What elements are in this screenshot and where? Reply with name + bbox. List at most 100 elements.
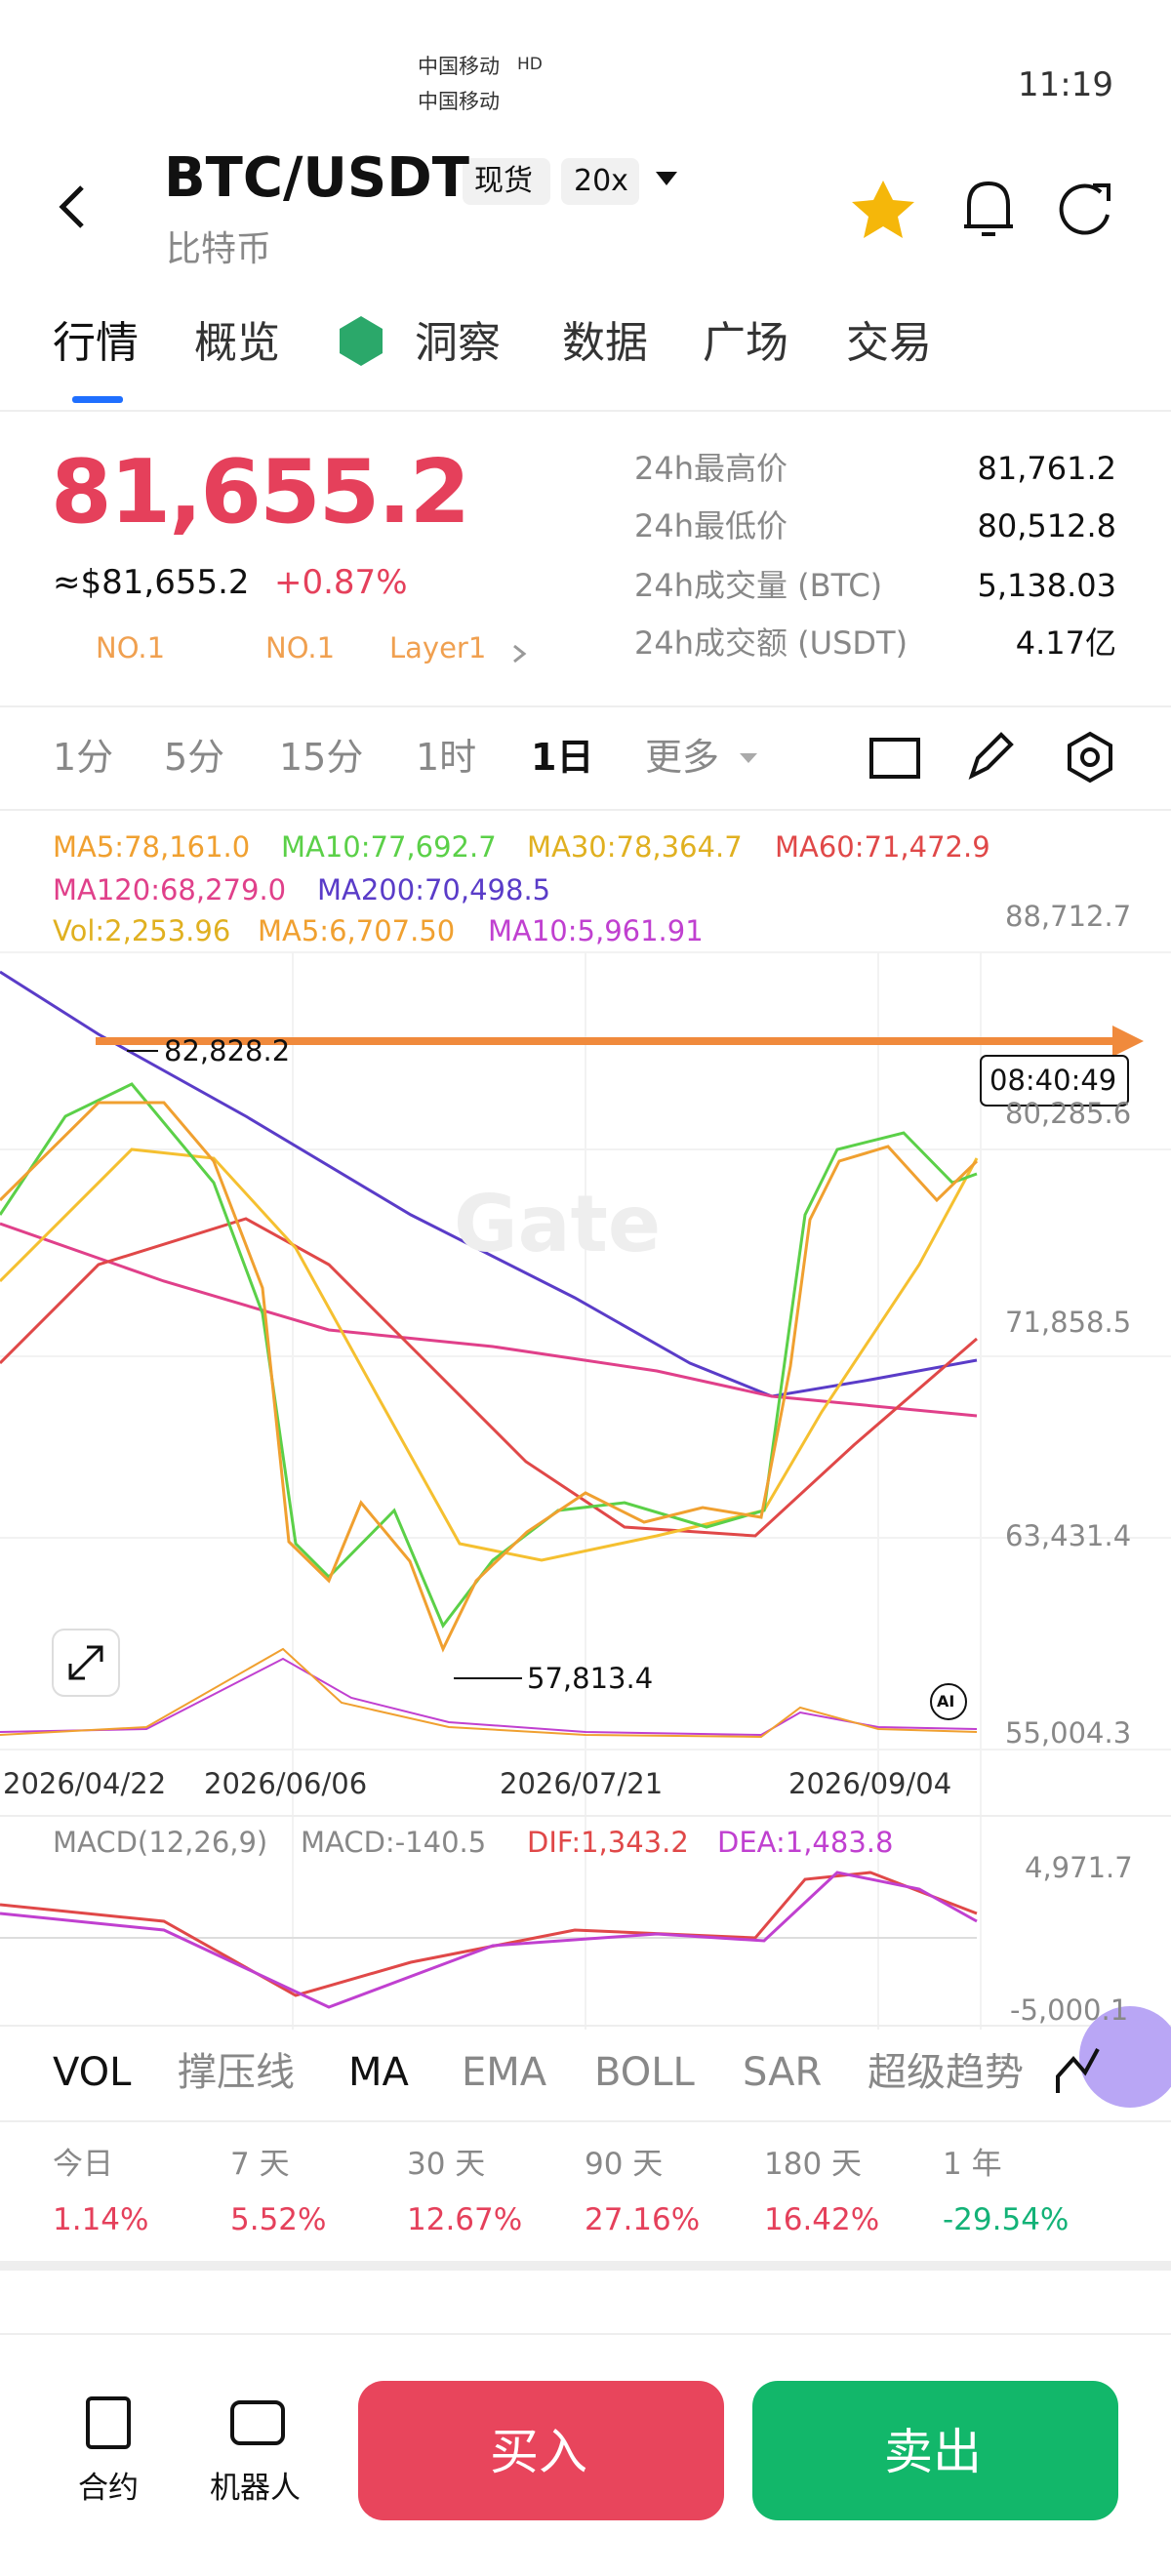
interval[interactable]: 15分 [279, 736, 364, 779]
interval[interactable]: 1日 [531, 736, 594, 779]
macd-lines [0, 1871, 978, 2009]
clock: 11:19 [1018, 65, 1113, 104]
grid [0, 951, 1171, 2030]
vol-legend: Vol:2,253.96 [53, 914, 231, 947]
market-badge: 现货 [474, 164, 533, 198]
change: +0.87% [274, 563, 408, 602]
period-change: 16.42% [764, 2202, 880, 2237]
leverage-badge[interactable]: 20x [574, 164, 628, 198]
futures-icon[interactable] [86, 2396, 131, 2449]
indicator-tab[interactable]: EMA [462, 2050, 547, 2095]
tab[interactable]: 行情 [53, 318, 139, 368]
period: 7 天 [230, 2147, 290, 2182]
macd-axis-label: 4,971.7 [1025, 1851, 1133, 1884]
tag[interactable]: NO.1 [96, 631, 166, 664]
interval[interactable]: 1分 [53, 736, 114, 779]
stat-value: 5,138.03 [977, 567, 1117, 604]
price-axis-label: 55,004.3 [1005, 1716, 1132, 1750]
stat-label: 24h最低价 [634, 507, 788, 544]
badge [561, 158, 639, 205]
tab[interactable]: 概览 [194, 318, 280, 368]
hd-badge: HD [517, 55, 543, 74]
macd-legend: DIF:1,343.2 [527, 1826, 689, 1859]
macd-legend: MACD:-140.5 [301, 1826, 487, 1859]
sell-label[interactable]: 卖出 [884, 2424, 982, 2480]
bell-icon[interactable] [964, 181, 1013, 236]
indicator-tab[interactable]: SAR [743, 2050, 823, 2095]
last-price: 81,655.2 [51, 441, 470, 543]
sell-button[interactable] [752, 2381, 1118, 2520]
buy-label[interactable]: 买入 [490, 2424, 587, 2480]
moving-averages [0, 970, 979, 1739]
indicator-icon[interactable] [1056, 2048, 1100, 2093]
interval[interactable]: 1时 [416, 736, 477, 779]
favorite-icon[interactable] [852, 181, 914, 238]
date-label: 2026/09/04 [788, 1767, 952, 1800]
pair: BTC/USDT [164, 146, 469, 210]
fiat-price: ≈$81,655.2 [53, 563, 250, 602]
ma-legend: MA10:77,692.7 [281, 830, 497, 864]
high-label: 82,828.2 [164, 1034, 291, 1067]
indicator-tab[interactable]: 超级趋势 [868, 2053, 1024, 2092]
macd-axis-label: -5,000.1 [1010, 1993, 1129, 2027]
interval[interactable]: 5分 [164, 736, 225, 779]
stat-label: 24h成交额 (USDT) [634, 624, 909, 662]
tab[interactable]: 广场 [703, 318, 788, 368]
interval[interactable]: 更多 [645, 736, 720, 779]
indicator-tab[interactable]: MA [348, 2050, 409, 2095]
period: 今日 [53, 2147, 113, 2182]
period-change: 12.67% [407, 2202, 523, 2237]
period-change: -29.54% [943, 2202, 1070, 2237]
draw-icon[interactable] [968, 732, 1014, 780]
fullscreen-icon [68, 1645, 103, 1680]
date-label: 2026/07/21 [500, 1767, 664, 1800]
indicator-tab[interactable]: 撑压线 [178, 2050, 295, 2095]
price-axis-label: 63,431.4 [1005, 1519, 1132, 1552]
dropdown-icon[interactable] [740, 753, 757, 763]
trend-arrow [1112, 1026, 1144, 1057]
date-label: 2026/06/06 [204, 1767, 368, 1800]
chat-bubble[interactable] [1079, 2006, 1171, 2108]
back-icon[interactable] [59, 185, 84, 228]
stat-value: 4.17亿 [1015, 624, 1116, 662]
coin-name: 比特币 [166, 229, 272, 269]
tab[interactable]: 数据 [562, 318, 648, 368]
countdown: 08:40:49 [989, 1064, 1117, 1097]
period-change: 27.16% [585, 2202, 701, 2237]
stat-value: 81,761.2 [977, 450, 1117, 487]
indicator-tab[interactable]: VOL [53, 2050, 132, 2095]
period-change: 1.14% [53, 2202, 149, 2237]
tab[interactable]: 交易 [846, 318, 932, 368]
price-axis-label: 80,285.6 [1005, 1097, 1132, 1130]
macd-legend: DEA:1,483.8 [717, 1826, 894, 1859]
macd-legend: MACD(12,26,9) [53, 1826, 268, 1859]
tab-underline [72, 396, 123, 403]
date-label: 2026/04/22 [3, 1767, 167, 1800]
share-icon[interactable] [1059, 183, 1110, 235]
ma-legend: MA120:68,279.0 [53, 873, 287, 906]
bot-label[interactable]: 机器人 [210, 2471, 301, 2506]
buy-button[interactable] [358, 2381, 724, 2520]
ai-button[interactable] [930, 1683, 967, 1720]
settings-icon[interactable] [1068, 731, 1112, 784]
period: 180 天 [764, 2147, 863, 2182]
tag[interactable]: NO.1 [265, 631, 336, 664]
badge [463, 158, 550, 205]
futures-label[interactable]: 合约 [78, 2471, 139, 2506]
bot-icon[interactable] [230, 2400, 285, 2445]
stat-value: 80,512.8 [977, 507, 1117, 544]
chevron[interactable] [513, 644, 527, 664]
indicator-tab[interactable]: BOLL [594, 2050, 695, 2095]
chart-icon[interactable] [869, 738, 920, 779]
watermark: Gate [454, 1179, 662, 1269]
dropdown-icon[interactable] [656, 172, 677, 185]
tag[interactable]: Layer1 [389, 631, 487, 664]
ma-legend: MA30:78,364.7 [527, 830, 743, 864]
tab[interactable]: 洞察 [415, 318, 501, 368]
settings-icon [1080, 747, 1100, 767]
ai-label[interactable]: AI [937, 1692, 955, 1711]
price-axis-label: 88,712.7 [1005, 900, 1132, 933]
period: 30 天 [407, 2147, 486, 2182]
